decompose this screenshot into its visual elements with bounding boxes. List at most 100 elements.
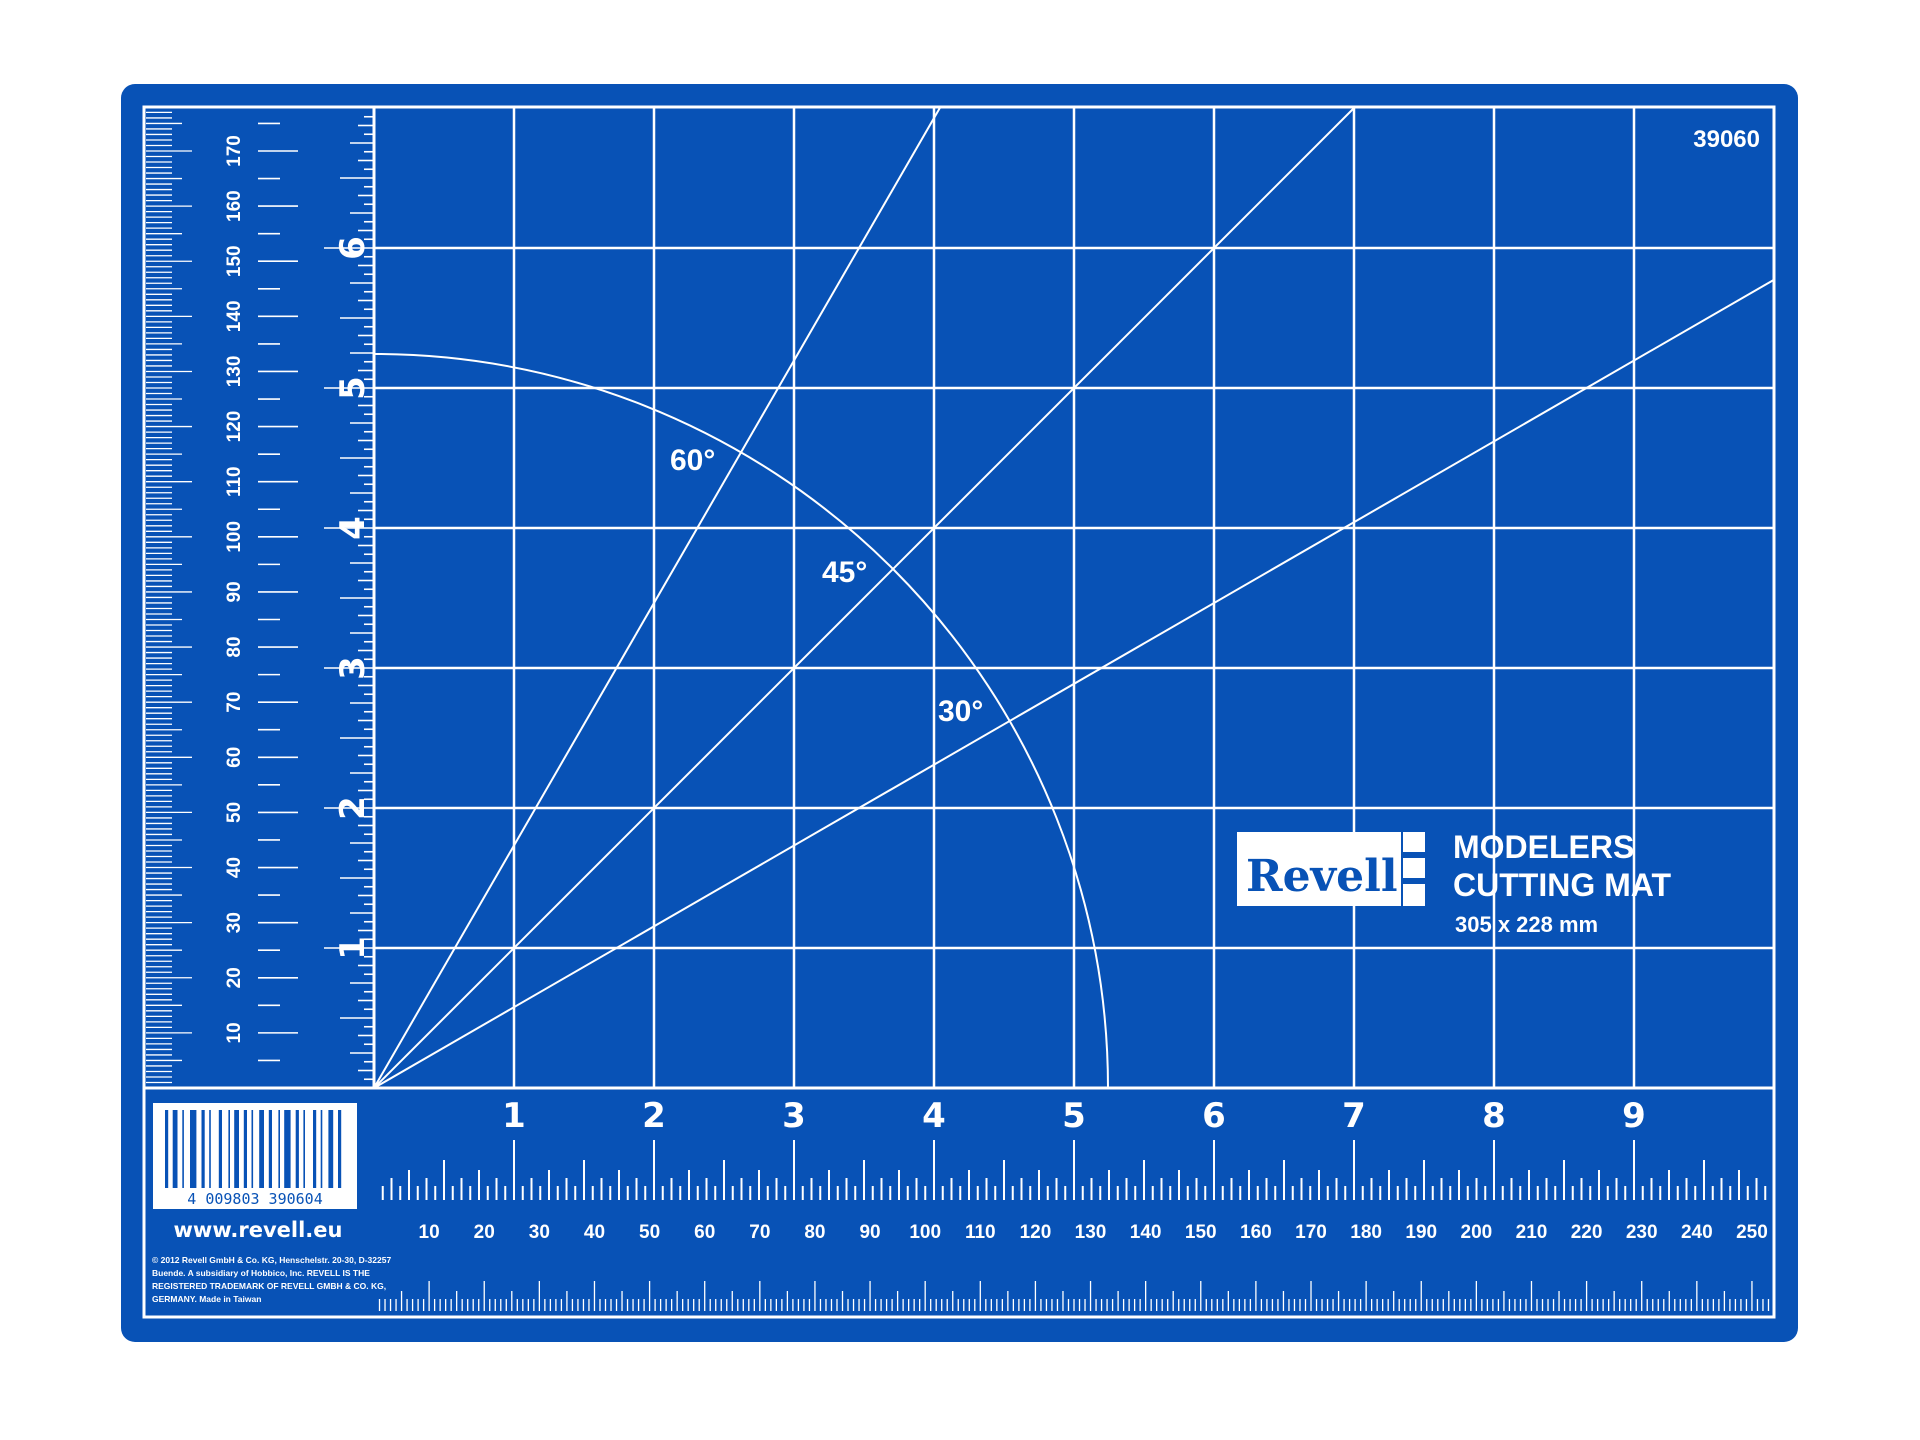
barcode-bar xyxy=(243,1110,247,1188)
mm-label-left: 70 xyxy=(224,692,245,713)
mm-label-left: 40 xyxy=(224,857,245,878)
barcode-bar xyxy=(251,1110,254,1188)
mm-label-left: 110 xyxy=(224,466,245,497)
mm-label: 70 xyxy=(749,1222,770,1243)
inch-label-left: 4 xyxy=(333,516,373,540)
mm-label: 20 xyxy=(474,1222,495,1243)
inch-label: 5 xyxy=(1062,1096,1086,1136)
inch-label: 6 xyxy=(1202,1096,1226,1136)
inch-grid xyxy=(144,107,1776,1090)
mm-label-left: 140 xyxy=(224,300,245,332)
barcode-bar xyxy=(295,1110,299,1188)
mm-label-left: 80 xyxy=(224,636,245,657)
mm-label: 180 xyxy=(1350,1222,1382,1243)
barcode-bar xyxy=(278,1110,280,1188)
angle-line-30 xyxy=(373,278,1775,1089)
mat-body xyxy=(121,84,1798,1342)
mat-size: 305 x 228 mm xyxy=(1455,912,1598,937)
mm-label: 230 xyxy=(1626,1222,1658,1243)
inch-label: 4 xyxy=(922,1096,946,1136)
mm-label-left: 120 xyxy=(224,411,245,443)
copyright: © 2012 Revell GmbH & Co. KG, Henschelstr… xyxy=(152,1255,391,1304)
mm-label: 50 xyxy=(639,1222,660,1243)
inch-label: 1 xyxy=(502,1096,526,1136)
mm-label: 110 xyxy=(965,1222,996,1243)
inch-label-left: 5 xyxy=(333,376,373,400)
inch-label: 9 xyxy=(1622,1096,1646,1136)
mm-label: 130 xyxy=(1075,1222,1107,1243)
svg-text:4 009803 390604: 4 009803 390604 xyxy=(187,1190,322,1208)
inch-label: 8 xyxy=(1482,1096,1506,1136)
barcode-bar xyxy=(218,1110,222,1188)
inch-label: 3 xyxy=(782,1096,806,1136)
barcode-bar xyxy=(165,1110,169,1188)
rulers: 1 2 3 4 5 6 7 8 910 20 30 40 50 60 70 80 90 100 110 120 130 1… xyxy=(146,111,1770,1311)
angle-guides xyxy=(373,106,1775,1089)
inch-label: 2 xyxy=(642,1096,666,1136)
svg-text:© 2012 Revell GmbH & Co. KG, H: © 2012 Revell GmbH & Co. KG, Henschelstr… xyxy=(152,1255,391,1265)
angle-label-30: 30° xyxy=(938,695,983,728)
title-line-1: MODELERS xyxy=(1453,829,1634,865)
svg-text:GERMANY. Made in Taiwan: GERMANY. Made in Taiwan xyxy=(152,1294,261,1304)
product-number: 39060 xyxy=(1693,126,1760,153)
mm-label: 60 xyxy=(694,1222,715,1243)
mm-label-left: 50 xyxy=(224,802,245,823)
barcode-bar xyxy=(201,1110,205,1188)
mm-label-left: 60 xyxy=(224,747,245,768)
mm-label: 40 xyxy=(584,1222,605,1243)
inch-label-left: 6 xyxy=(333,236,373,260)
mm-label-left: 150 xyxy=(224,245,245,277)
barcode-bar xyxy=(313,1110,317,1188)
mm-label-left: 100 xyxy=(224,521,245,553)
svg-text:REGISTERED TRADEMARK OF REVELL: REGISTERED TRADEMARK OF REVELL GMBH & CO… xyxy=(152,1281,386,1291)
title-line-2: CUTTING MAT xyxy=(1453,867,1671,903)
barcode-bar xyxy=(209,1110,211,1188)
svg-text:Buende. A subsidiary of Hobbic: Buende. A subsidiary of Hobbico, Inc. RE… xyxy=(152,1268,370,1278)
inch-label: 7 xyxy=(1342,1096,1366,1136)
mm-label-left: 170 xyxy=(224,135,245,167)
mm-label-left: 90 xyxy=(224,581,245,602)
svg-text:Revell: Revell xyxy=(1246,851,1398,902)
barcode-bar xyxy=(320,1110,323,1188)
angle-line-60 xyxy=(373,106,942,1089)
mm-label: 200 xyxy=(1461,1222,1493,1243)
barcode-bar xyxy=(190,1110,197,1188)
mm-label-left: 130 xyxy=(224,356,245,388)
inch-label-left: 3 xyxy=(333,656,373,680)
mm-label: 160 xyxy=(1240,1222,1272,1243)
mm-label: 240 xyxy=(1681,1222,1713,1243)
inch-label-left: 1 xyxy=(333,936,373,960)
mm-label: 100 xyxy=(909,1222,941,1243)
barcode-bar xyxy=(234,1110,239,1188)
barcode-bar xyxy=(182,1110,184,1188)
mm-label: 170 xyxy=(1295,1222,1327,1243)
mm-label: 250 xyxy=(1736,1222,1768,1243)
barcode-bar xyxy=(172,1110,178,1188)
mm-label: 90 xyxy=(859,1222,880,1243)
mm-label-left: 20 xyxy=(224,967,245,988)
arc-guide xyxy=(373,353,1109,1089)
barcode-bar xyxy=(268,1110,272,1188)
barcode-bar xyxy=(303,1110,305,1188)
barcode-bar xyxy=(228,1110,230,1188)
angle-label-60: 60° xyxy=(670,444,715,477)
mm-label-left: 30 xyxy=(224,912,245,933)
barcode-bar xyxy=(338,1110,342,1188)
mm-label: 80 xyxy=(804,1222,825,1243)
angle-label-45: 45° xyxy=(822,556,867,589)
angle-line-45 xyxy=(373,106,1356,1089)
mm-label: 30 xyxy=(529,1222,550,1243)
mm-label: 120 xyxy=(1020,1222,1052,1243)
mm-label: 220 xyxy=(1571,1222,1603,1243)
mm-label: 190 xyxy=(1405,1222,1437,1243)
barcode-bar xyxy=(259,1110,264,1188)
barcode-bar xyxy=(284,1110,291,1188)
mm-label: 210 xyxy=(1516,1222,1548,1243)
mm-label: 150 xyxy=(1185,1222,1217,1243)
inch-label-left: 2 xyxy=(333,796,373,820)
website: www.revell.eu xyxy=(174,1218,343,1242)
mm-label: 10 xyxy=(419,1222,440,1243)
mm-label-left: 10 xyxy=(224,1022,245,1043)
mm-label: 140 xyxy=(1130,1222,1162,1243)
